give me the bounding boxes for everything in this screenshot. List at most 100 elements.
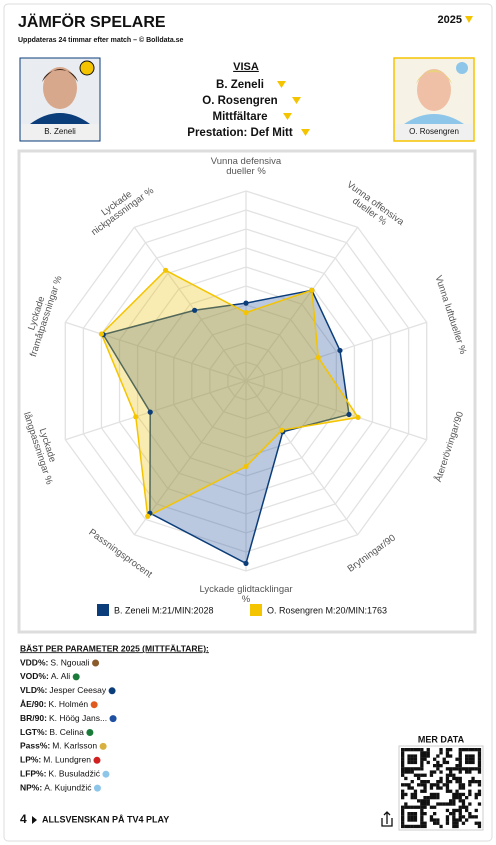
qr-cell — [410, 812, 414, 816]
qr-cell — [455, 818, 459, 822]
qr-cell — [455, 808, 459, 813]
qr-cell — [417, 748, 421, 752]
qr-cell — [433, 757, 437, 761]
qr-cell — [436, 780, 440, 784]
qr-cell — [401, 757, 405, 761]
qr-cell — [477, 802, 482, 806]
qr-cell — [429, 796, 434, 800]
qr-cell — [417, 805, 421, 809]
player2-select[interactable]: O. Rosengren — [202, 95, 277, 107]
qr-cell — [471, 780, 475, 784]
qr-cell — [429, 818, 434, 822]
qr-cell — [420, 751, 424, 755]
qr-cell — [423, 796, 427, 800]
qr-cell — [445, 802, 450, 806]
qr-cell — [474, 748, 478, 752]
qr-cell — [407, 786, 411, 790]
qr-cell — [420, 764, 424, 768]
best-player: K. Busuladžić — [48, 768, 100, 778]
best-player: S. Ngouali — [50, 657, 89, 667]
qr-cell — [420, 805, 424, 809]
season-select[interactable]: 2025 — [438, 14, 462, 26]
qr-cell — [442, 757, 446, 761]
dropdown-arrows — [277, 81, 310, 136]
qr-cell — [413, 815, 418, 819]
player-card[interactable]: O. Rosengren — [393, 57, 475, 142]
qr-cell — [461, 821, 466, 825]
qr-cell — [426, 748, 430, 752]
footer-link[interactable]: ALLSVENSKAN PÅ TV4 PLAY — [42, 814, 169, 824]
qr-cell — [477, 757, 482, 761]
name-bar — [21, 124, 99, 140]
qr-cell — [423, 751, 427, 755]
qr-cell — [445, 767, 450, 771]
club-badge — [79, 60, 95, 76]
qr-cell — [423, 802, 427, 806]
qr-cell — [439, 751, 443, 755]
spoke — [245, 380, 359, 536]
subtitle: Uppdateras 24 timmar efter match – © Bol… — [18, 36, 184, 44]
qr-cell — [445, 760, 450, 765]
qr-cell — [445, 808, 450, 813]
qr-cell — [458, 815, 462, 819]
name-bar — [395, 124, 473, 140]
qr-cell — [436, 764, 440, 768]
club-icon — [108, 687, 116, 695]
qr-cell — [474, 792, 478, 797]
qr-cell — [420, 802, 424, 806]
qr-cell — [471, 748, 475, 752]
qr-cell — [477, 764, 482, 768]
qr-cell — [455, 796, 459, 800]
qr-cell — [420, 780, 424, 784]
qr-cell — [449, 802, 453, 806]
qr-cell — [445, 815, 450, 819]
qr-cell — [436, 802, 440, 806]
player-card[interactable]: B. Zeneli — [19, 57, 101, 142]
qr-cell — [407, 757, 411, 761]
qr-cell — [468, 789, 472, 793]
club-icon — [99, 742, 107, 750]
qr-cell — [474, 821, 478, 825]
qr-cell — [445, 818, 450, 822]
qr-cell — [461, 799, 466, 803]
qr-cell — [413, 812, 418, 816]
qr-cell — [445, 773, 450, 777]
qr-cell — [468, 802, 472, 806]
qr-cell — [458, 818, 462, 822]
qr-cell — [468, 770, 472, 774]
qr-cell — [426, 754, 430, 758]
qr-code[interactable] — [398, 745, 484, 831]
legend-label: O. Rosengren M:20/MIN:1763 — [267, 605, 387, 615]
player1-select[interactable]: B. Zeneli — [216, 79, 264, 91]
performance-select[interactable]: Prestation: Def Mitt — [187, 127, 293, 139]
qr-cell — [417, 783, 421, 787]
qr-cell — [401, 818, 405, 822]
best-player: Jesper Ceesay — [49, 685, 106, 695]
point — [147, 409, 153, 415]
qr-cell — [449, 799, 453, 803]
qr-cell — [465, 767, 469, 771]
qr-cell — [401, 760, 405, 765]
best-player: B. Celina — [49, 727, 84, 737]
qr-cell — [433, 821, 437, 825]
qr-cell — [401, 796, 405, 800]
position-select[interactable]: Mittfältare — [213, 111, 268, 123]
qr-cell — [436, 786, 440, 790]
qr-cell — [420, 821, 424, 825]
share-icon[interactable] — [381, 811, 393, 827]
qr-cell — [468, 748, 472, 752]
tv4-logo: 4 — [20, 812, 27, 826]
qr-cell — [465, 796, 469, 800]
qr-cell — [445, 754, 450, 758]
qr-cell — [468, 815, 472, 819]
qr-cell — [436, 754, 440, 758]
club-icon — [86, 729, 94, 736]
hair — [416, 70, 452, 84]
qr-cell — [436, 792, 440, 797]
qr-cell — [420, 754, 424, 758]
qr-cell — [445, 821, 450, 825]
spoke — [133, 226, 247, 382]
qr-cell — [404, 748, 408, 752]
qr-cell — [420, 789, 424, 793]
